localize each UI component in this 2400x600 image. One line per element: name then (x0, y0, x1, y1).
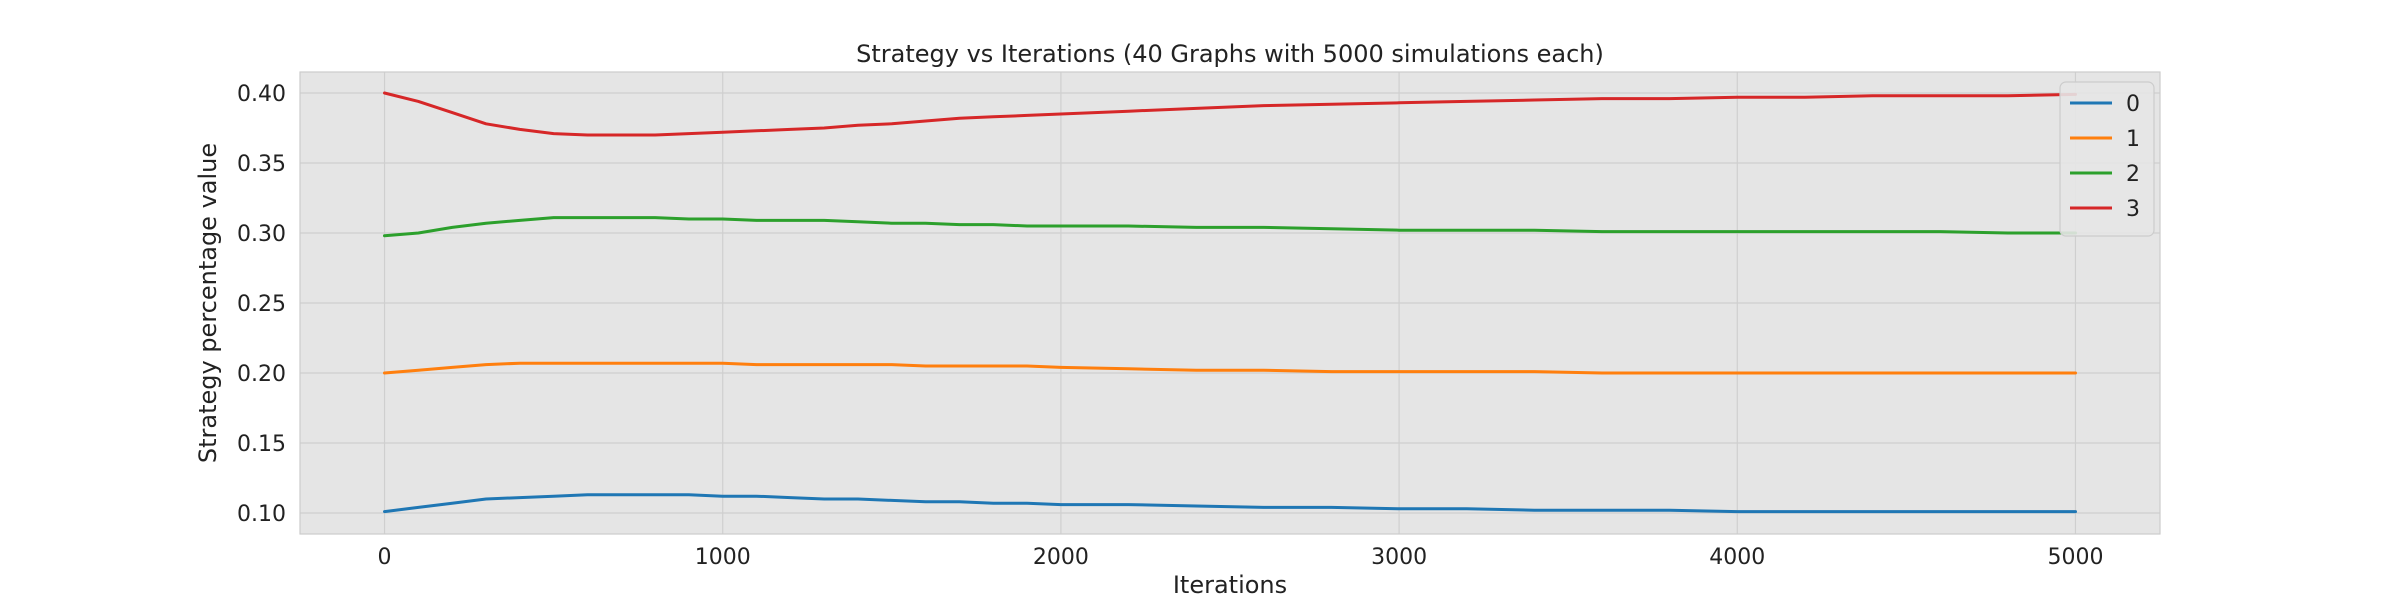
x-tick-label: 0 (378, 545, 392, 570)
legend-label: 0 (2126, 92, 2140, 117)
y-tick-label: 0.35 (237, 152, 286, 177)
y-tick-label: 0.30 (237, 222, 286, 247)
y-tick-label: 0.40 (237, 82, 286, 107)
legend-label: 3 (2126, 197, 2140, 222)
series-line-0 (383, 493, 2077, 514)
y-tick-label: 0.20 (237, 362, 286, 387)
legend-label: 1 (2126, 127, 2140, 152)
series-line-3 (383, 91, 2077, 137)
x-tick-label: 1000 (695, 545, 751, 570)
x-tick-label: 2000 (1033, 545, 1089, 570)
x-tick-label: 3000 (1371, 545, 1427, 570)
y-tick-label: 0.15 (237, 432, 286, 457)
series-layer (383, 91, 2077, 514)
legend-label: 2 (2126, 162, 2140, 187)
x-tick-label: 5000 (2047, 545, 2103, 570)
legend: 0 1 2 3 (2059, 81, 2155, 237)
legend-frame (2059, 81, 2155, 237)
plot-border (299, 71, 2161, 535)
chart-title: Strategy vs Iterations (40 Graphs with 5… (856, 40, 1604, 68)
series-line-2 (383, 216, 2077, 238)
y-axis-label: Strategy percentage value (194, 143, 222, 463)
series-line-1 (383, 361, 2077, 375)
y-tick-label: 0.10 (237, 502, 286, 527)
axis-ticks: 0 1000 2000 3000 4000 5000 0.10 0.15 0.20 0.25 0.3… (237, 82, 2103, 570)
x-tick-label: 4000 (1709, 545, 1765, 570)
x-axis-label: Iterations (1173, 571, 1287, 599)
y-tick-label: 0.25 (237, 292, 286, 317)
